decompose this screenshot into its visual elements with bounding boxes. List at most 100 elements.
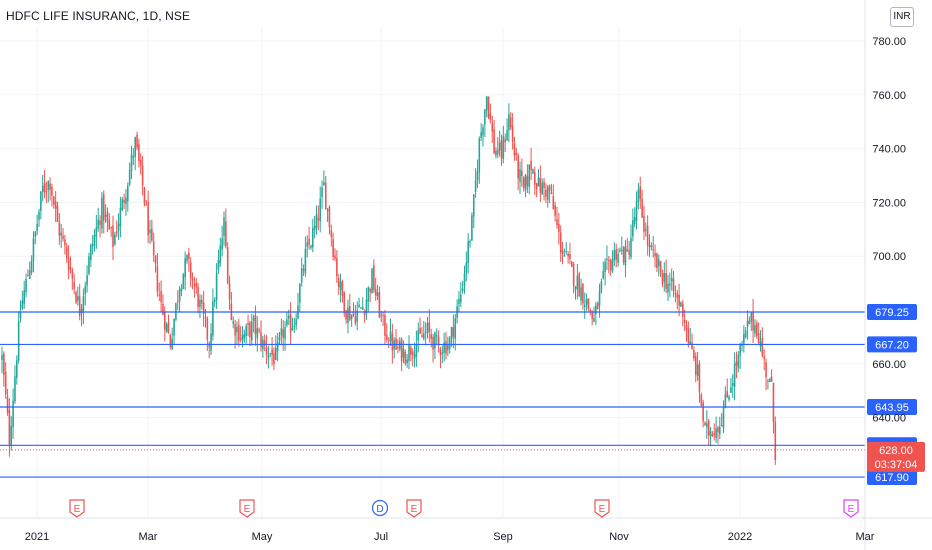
candle-body — [299, 284, 301, 303]
currency-button[interactable]: INR — [890, 7, 914, 27]
candle-body — [271, 349, 273, 355]
event-marker-label: E — [411, 504, 418, 515]
candle-body — [408, 344, 410, 362]
candle-body — [371, 268, 373, 294]
candle-body — [497, 149, 499, 155]
candle-body — [219, 245, 222, 264]
candle-body — [421, 335, 423, 337]
candle-body — [8, 410, 11, 446]
candle-body — [413, 354, 416, 359]
x-tick-label: 2021 — [25, 531, 49, 543]
candle-body — [633, 217, 636, 225]
earnings-marker — [69, 499, 85, 518]
candle-body — [657, 259, 660, 267]
candle-body — [724, 394, 727, 409]
candle-body — [212, 301, 214, 336]
candle-body — [622, 247, 625, 263]
candle-body — [713, 433, 716, 435]
candle-body — [652, 249, 654, 251]
candle-body — [110, 226, 112, 229]
candle-body — [34, 231, 37, 237]
earnings-marker — [239, 499, 255, 518]
candle-body — [27, 275, 29, 277]
candle-body — [561, 250, 564, 255]
candle-body — [595, 305, 597, 315]
earnings-marker — [843, 499, 859, 518]
candle-body — [748, 320, 751, 325]
candle-body — [23, 290, 25, 304]
candle-body — [502, 136, 505, 159]
candle-body — [275, 347, 277, 360]
candle-body — [337, 278, 340, 288]
candle-body — [498, 142, 501, 151]
candle-body — [330, 230, 333, 238]
candle-body — [263, 340, 266, 346]
candle-body — [768, 379, 771, 383]
candle-body — [530, 160, 532, 171]
candle-body — [624, 245, 627, 266]
candle-body — [680, 301, 682, 307]
candle-body — [448, 338, 451, 349]
candle-body — [12, 400, 14, 428]
candle-body — [136, 134, 138, 148]
candle-body — [295, 318, 297, 326]
candle-body — [258, 329, 260, 332]
candle-body — [138, 144, 140, 162]
candle-body — [704, 422, 706, 426]
countdown-label: 03:37:04 — [875, 459, 918, 471]
candle-body — [1, 355, 3, 360]
dividend-marker — [371, 499, 389, 517]
candle-body — [71, 269, 74, 279]
candle-body — [51, 186, 53, 196]
candle-body — [535, 183, 538, 189]
candle-body — [189, 262, 192, 279]
candle-body — [609, 260, 612, 270]
candle-body — [522, 177, 525, 188]
candle-body — [239, 338, 242, 340]
candle-body — [515, 153, 518, 155]
candle-body — [60, 232, 62, 236]
candle-body — [378, 292, 381, 318]
candle-body — [363, 310, 366, 316]
candle-body — [424, 331, 427, 333]
candle-body — [685, 325, 688, 330]
candle-body — [389, 331, 392, 342]
candle-body — [286, 319, 288, 326]
candle-body — [306, 242, 309, 247]
candle-body — [232, 321, 235, 324]
candle-body — [367, 287, 370, 302]
candle-body — [572, 264, 575, 286]
candle-body — [715, 428, 717, 438]
level-tag — [867, 469, 917, 486]
candle-body — [661, 273, 664, 284]
candle-body — [574, 286, 577, 290]
candle-body — [265, 347, 268, 355]
candle-body — [554, 205, 556, 216]
candle-body — [521, 170, 523, 176]
candle-body — [45, 191, 48, 193]
candle-body — [234, 324, 236, 336]
candle-body — [541, 182, 543, 195]
candle-body — [524, 174, 527, 191]
candle-body — [546, 186, 549, 200]
candle-body — [141, 165, 144, 186]
candle-body — [656, 253, 658, 268]
candle-body — [225, 221, 227, 247]
candle-body — [504, 139, 506, 143]
event-marker-label: E — [599, 504, 606, 515]
candle-body — [580, 287, 582, 301]
candle-body — [243, 333, 246, 339]
level-tag — [867, 336, 917, 353]
candle-body — [328, 206, 331, 228]
candle-body — [269, 353, 272, 355]
candle-body — [410, 347, 412, 355]
level-tag — [867, 304, 917, 321]
candle-body — [435, 335, 438, 337]
candle-body — [53, 196, 55, 205]
candle-body — [336, 258, 338, 277]
candle-body — [528, 164, 531, 188]
candle-body — [147, 201, 149, 236]
candle-body — [608, 260, 610, 262]
candle-body — [663, 273, 666, 282]
